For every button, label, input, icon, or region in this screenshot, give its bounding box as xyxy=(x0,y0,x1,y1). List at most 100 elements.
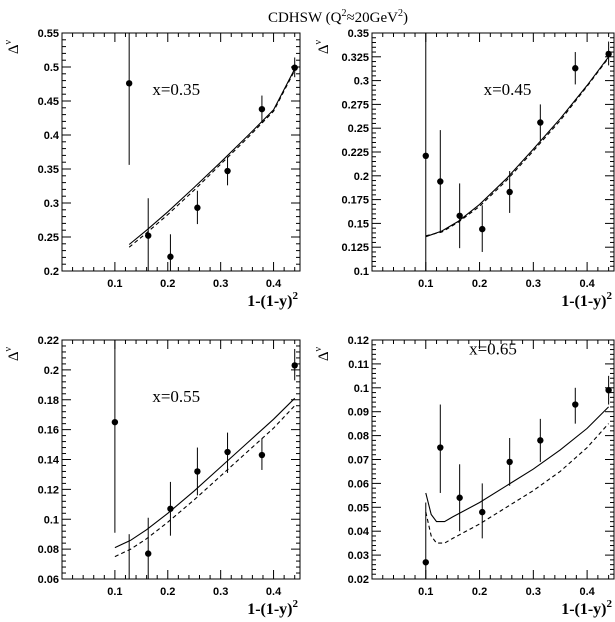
y-tick-label: 0.06 xyxy=(38,574,59,586)
x-tick-label: 0.1 xyxy=(107,586,122,598)
data-point xyxy=(572,65,579,72)
data-point xyxy=(537,437,544,444)
data-point xyxy=(506,458,513,466)
data-point xyxy=(605,50,612,58)
y-tick-label: 0.02 xyxy=(348,574,369,586)
x-tick-label: 0.4 xyxy=(579,586,595,598)
y-tick-label: 0.175 xyxy=(341,195,369,207)
data-point xyxy=(258,451,266,459)
y-tick-label: 0.325 xyxy=(341,52,369,64)
y-tick-label: 0.55 xyxy=(38,28,59,40)
y-tick-label: 0.03 xyxy=(348,550,369,562)
x-axis-label: 1-(1-y)2 xyxy=(247,290,298,310)
y-tick-label: 0.2 xyxy=(354,171,369,183)
panel-1: 0.1 0.2 0.3 0.4 0.2 0.25 0.3 0.35 0.4 0.45 0.5 0.55… xyxy=(3,28,301,310)
data-point xyxy=(422,559,429,566)
x-tick-label: 0.3 xyxy=(526,278,541,290)
panel-annotation: x=0.65 xyxy=(469,339,517,358)
data-point xyxy=(194,204,201,211)
x-tick-label: 0.1 xyxy=(107,278,122,290)
curve-dashed xyxy=(425,57,610,237)
y-tick-label: 0.16 xyxy=(38,425,59,437)
data-point xyxy=(537,119,544,126)
plot-frame xyxy=(61,32,301,272)
data-point xyxy=(167,505,174,512)
y-tick-label: 0.45 xyxy=(38,96,59,108)
x-axis-label: 1-(1-y)2 xyxy=(247,598,298,618)
panel-2: 0.1 0.2 0.3 0.4 0.1 0.125 0.15 0.175 0.2 0.225 0.2… xyxy=(313,28,615,310)
data-point xyxy=(125,80,133,87)
y-tick-label: 0.125 xyxy=(341,242,369,254)
y-tick-label: 0.2 xyxy=(44,365,59,377)
data-point xyxy=(572,401,579,408)
panel-3: 0.1 0.2 0.3 0.4 0.06 0.08 0.1 0.12 0.14 0.16 0.18 0… xyxy=(3,335,301,618)
y-tick-label: 0.15 xyxy=(348,218,369,230)
x-axis-label: 1-(1-y)2 xyxy=(561,598,612,618)
data-point xyxy=(194,468,201,475)
y-tick-label: 0.225 xyxy=(341,147,369,159)
data-point xyxy=(605,386,612,394)
x-tick-label: 0.1 xyxy=(418,278,433,290)
y-tick-label: 0.09 xyxy=(348,407,369,419)
y-tick-label: 0.25 xyxy=(348,123,369,135)
data-point xyxy=(258,105,266,113)
y-tick-label: 0.1 xyxy=(354,383,369,395)
y-tick-label: 0.14 xyxy=(38,455,60,467)
y-tick-label: 0.18 xyxy=(38,395,59,407)
y-tick-label: 0.1 xyxy=(354,266,369,278)
x-tick-label: 0.1 xyxy=(418,586,433,598)
y-tick-label: 0.2 xyxy=(44,266,59,278)
y-tick-label: 0.25 xyxy=(38,232,59,244)
y-tick-label: 0.5 xyxy=(44,62,59,74)
y-tick-label: 0.3 xyxy=(44,198,59,210)
x-axis-label: 1-(1-y)2 xyxy=(561,290,612,310)
figure-title: CDHSW (Q2≈20GeV2) xyxy=(268,8,408,26)
data-point xyxy=(479,225,486,233)
x-tick-label: 0.3 xyxy=(213,278,228,290)
data-point xyxy=(437,444,444,451)
y-axis-label: Δν xyxy=(3,39,22,54)
curve-dashed xyxy=(425,423,610,544)
x-tick-label: 0.4 xyxy=(266,586,282,598)
y-tick-label: 0.12 xyxy=(348,335,369,347)
data-point xyxy=(291,362,298,369)
y-axis-label: Δν xyxy=(3,346,22,361)
curve-dashed xyxy=(114,405,296,558)
x-tick-label: 0.4 xyxy=(266,278,282,290)
data-point xyxy=(145,550,152,557)
data-point xyxy=(437,178,444,185)
data-point xyxy=(479,508,486,516)
y-tick-label: 0.05 xyxy=(348,502,369,514)
data-point xyxy=(145,232,152,239)
y-tick-label: 0.08 xyxy=(38,544,59,556)
x-tick-label: 0.3 xyxy=(213,586,228,598)
x-tick-label: 0.2 xyxy=(160,278,175,290)
y-tick-label: 0.275 xyxy=(341,99,369,111)
curve-solid xyxy=(425,56,610,238)
y-tick-label: 0.4 xyxy=(44,130,60,142)
curve-dashed xyxy=(128,70,296,248)
data-point xyxy=(224,167,231,175)
y-tick-label: 0.11 xyxy=(348,359,369,371)
y-tick-label: 0.07 xyxy=(348,455,369,467)
curve-solid xyxy=(128,68,296,245)
plot-frame xyxy=(61,339,301,580)
plot-frame xyxy=(371,339,615,580)
panel-annotation: x=0.45 xyxy=(484,80,532,99)
x-tick-label: 0.2 xyxy=(472,278,487,290)
y-tick-label: 0.35 xyxy=(348,28,369,40)
curve-solid xyxy=(425,406,609,523)
y-tick-label: 0.35 xyxy=(38,164,59,176)
x-tick-label: 0.3 xyxy=(526,586,541,598)
data-point xyxy=(167,253,174,260)
data-point xyxy=(224,448,231,456)
data-point xyxy=(111,418,119,426)
y-tick-label: 0.04 xyxy=(348,526,370,538)
curve-solid xyxy=(114,397,296,549)
y-tick-label: 0.06 xyxy=(348,478,369,490)
y-axis-label: Δν xyxy=(313,346,332,361)
data-point xyxy=(506,188,513,196)
panel-annotation: x=0.55 xyxy=(152,387,200,406)
panel-annotation: x=0.35 xyxy=(152,80,200,99)
x-tick-label: 0.4 xyxy=(579,278,595,290)
